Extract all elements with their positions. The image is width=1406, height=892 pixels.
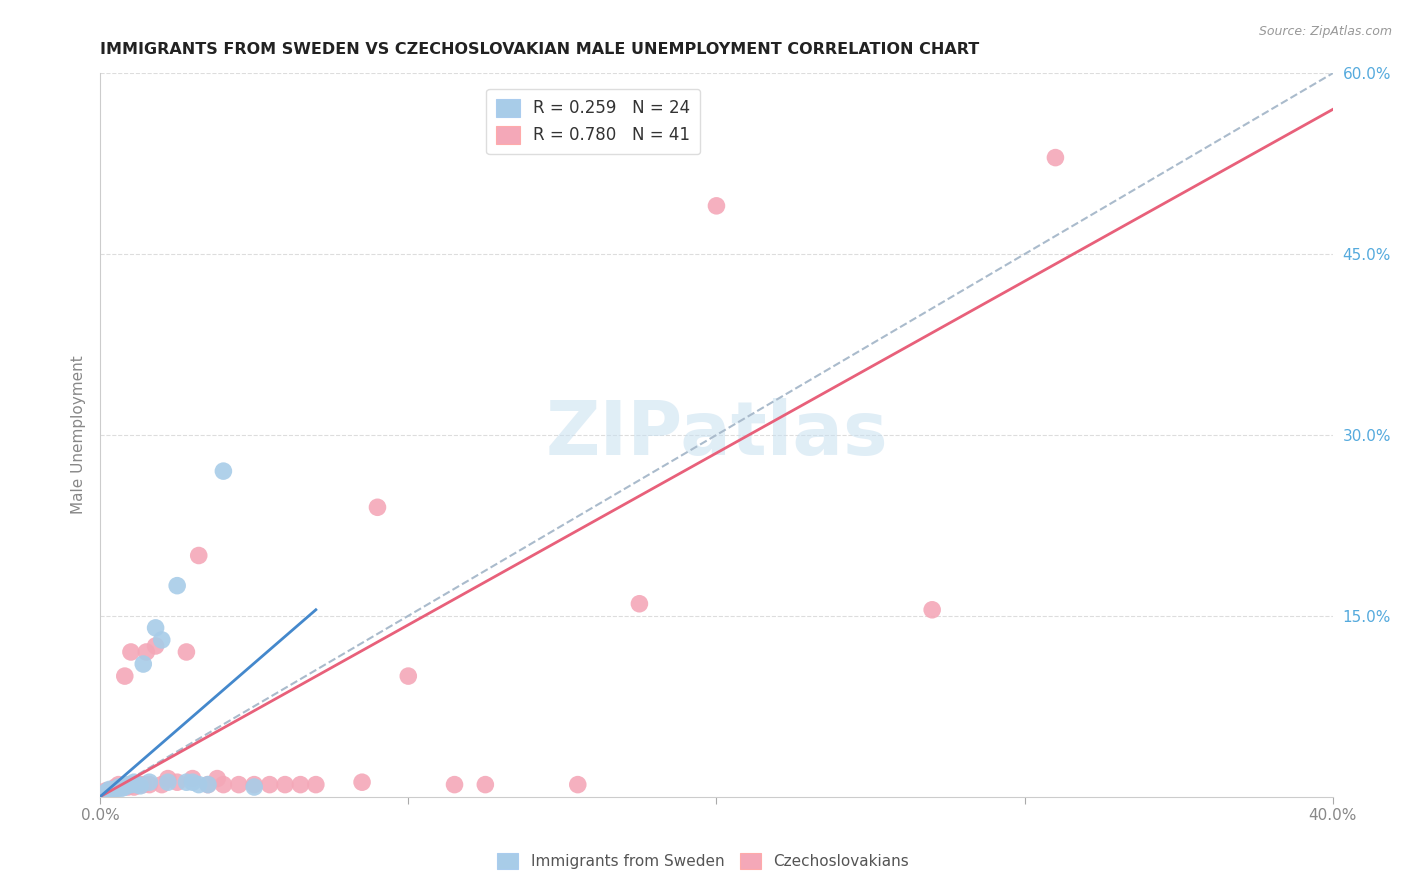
Text: ZIPatlas: ZIPatlas bbox=[546, 399, 887, 472]
Legend: Immigrants from Sweden, Czechoslovakians: Immigrants from Sweden, Czechoslovakians bbox=[491, 847, 915, 875]
Point bbox=[98, 783, 121, 797]
Point bbox=[212, 778, 235, 792]
Point bbox=[156, 772, 179, 786]
Point bbox=[212, 464, 235, 478]
Point bbox=[628, 597, 651, 611]
Point bbox=[120, 645, 142, 659]
Point bbox=[129, 779, 152, 793]
Point bbox=[145, 621, 167, 635]
Point bbox=[122, 780, 145, 794]
Point bbox=[443, 778, 465, 792]
Text: IMMIGRANTS FROM SWEDEN VS CZECHOSLOVAKIAN MALE UNEMPLOYMENT CORRELATION CHART: IMMIGRANTS FROM SWEDEN VS CZECHOSLOVAKIA… bbox=[100, 42, 980, 57]
Point bbox=[127, 778, 149, 792]
Point bbox=[259, 778, 281, 792]
Point bbox=[111, 780, 134, 794]
Point bbox=[145, 639, 167, 653]
Point bbox=[156, 775, 179, 789]
Point bbox=[104, 782, 127, 797]
Point bbox=[197, 778, 219, 792]
Point bbox=[129, 778, 152, 792]
Point bbox=[117, 778, 139, 792]
Point bbox=[274, 778, 297, 792]
Point bbox=[138, 778, 160, 792]
Point bbox=[132, 657, 155, 671]
Point bbox=[305, 778, 328, 792]
Point bbox=[207, 772, 229, 786]
Point bbox=[197, 778, 219, 792]
Point bbox=[567, 778, 589, 792]
Point bbox=[166, 579, 188, 593]
Point bbox=[107, 780, 129, 794]
Point bbox=[120, 778, 142, 792]
Point bbox=[96, 783, 118, 797]
Point bbox=[366, 500, 388, 515]
Point bbox=[101, 782, 124, 797]
Point bbox=[1045, 151, 1067, 165]
Point bbox=[96, 785, 118, 799]
Point bbox=[114, 780, 136, 794]
Point bbox=[104, 780, 127, 794]
Point bbox=[127, 778, 149, 792]
Point bbox=[187, 778, 209, 792]
Point bbox=[396, 669, 419, 683]
Text: Source: ZipAtlas.com: Source: ZipAtlas.com bbox=[1258, 25, 1392, 38]
Point bbox=[474, 778, 496, 792]
Point bbox=[166, 775, 188, 789]
Point bbox=[138, 775, 160, 789]
Point bbox=[176, 645, 198, 659]
Point bbox=[122, 775, 145, 789]
Point bbox=[132, 778, 155, 792]
Point bbox=[181, 772, 204, 786]
Point bbox=[181, 775, 204, 789]
Point bbox=[111, 781, 134, 796]
Point bbox=[290, 778, 312, 792]
Point bbox=[114, 669, 136, 683]
Point bbox=[921, 603, 943, 617]
Point bbox=[228, 778, 250, 792]
Point bbox=[187, 549, 209, 563]
Point bbox=[243, 780, 266, 794]
Point bbox=[176, 775, 198, 789]
Point bbox=[150, 778, 173, 792]
Point bbox=[706, 199, 728, 213]
Point bbox=[243, 778, 266, 792]
Legend: R = 0.259   N = 24, R = 0.780   N = 41: R = 0.259 N = 24, R = 0.780 N = 41 bbox=[486, 89, 700, 154]
Y-axis label: Male Unemployment: Male Unemployment bbox=[72, 356, 86, 515]
Point bbox=[135, 645, 157, 659]
Point bbox=[117, 780, 139, 794]
Point bbox=[98, 782, 121, 797]
Point bbox=[150, 632, 173, 647]
Point bbox=[352, 775, 374, 789]
Point bbox=[107, 778, 129, 792]
Point bbox=[101, 783, 124, 797]
